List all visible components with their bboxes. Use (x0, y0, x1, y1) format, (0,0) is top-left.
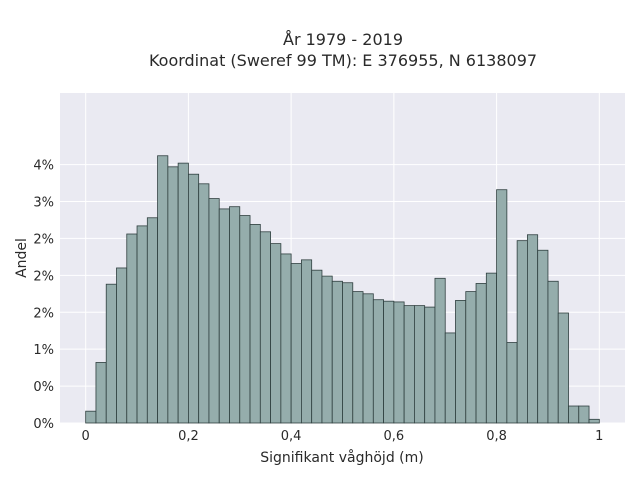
y-axis-label: Andel (14, 238, 30, 278)
histogram-bar-30 (393, 301, 405, 424)
y-tick-label-2: 1% (33, 343, 54, 358)
histogram-bar-48 (578, 405, 590, 424)
histogram-bar-26 (352, 291, 364, 424)
histogram-bar-3 (116, 267, 128, 424)
histogram-bar-25 (342, 282, 354, 424)
histogram-bar-15 (239, 215, 251, 424)
histogram-bar-37 (465, 291, 477, 424)
histogram-bar-29 (383, 300, 395, 424)
histogram-bar-10 (188, 173, 200, 424)
histogram-bar-13 (218, 208, 230, 424)
histogram-bar-7 (157, 155, 169, 424)
histogram-bar-12 (208, 198, 220, 424)
y-tick-label-5: 2% (33, 232, 54, 247)
histogram-bar-0 (85, 410, 97, 424)
histogram-bar-40 (496, 189, 508, 424)
y-tick-label-7: 4% (33, 159, 54, 174)
histogram-bar-32 (414, 305, 426, 424)
histogram-bar-5 (136, 225, 148, 424)
histogram-bar-39 (485, 272, 497, 424)
histogram-bar-45 (547, 280, 559, 424)
histogram-bar-17 (259, 231, 271, 424)
histogram-bar-38 (475, 283, 487, 424)
x-tick-label-0: 0 (82, 429, 90, 444)
histogram-bar-41 (506, 342, 518, 424)
histogram-bars (85, 155, 600, 424)
y-tick-label-0: 0% (33, 417, 54, 432)
histogram-bar-46 (557, 312, 569, 424)
x-tick-label-4: 0,8 (486, 429, 507, 444)
x-tick-label-1: 0,2 (178, 429, 199, 444)
histogram-bar-22 (311, 269, 323, 424)
histogram-bar-31 (403, 305, 415, 424)
x-tick-label-2: 0,4 (281, 429, 302, 444)
histogram-bar-27 (362, 293, 374, 424)
histogram-bar-47 (568, 405, 580, 424)
histogram-bar-1 (95, 362, 107, 424)
histogram-bar-2 (105, 283, 117, 424)
histogram-bar-20 (290, 263, 302, 424)
histogram-bar-42 (516, 240, 528, 424)
chart-title-line-1: År 1979 - 2019 (283, 30, 403, 49)
histogram-bar-28 (372, 299, 384, 424)
y-tick-label-4: 2% (33, 269, 54, 284)
y-axis-ticks: 0% 0% 1% 2% 2% 2% 3% 4% (33, 159, 54, 432)
histogram-bar-6 (146, 217, 158, 424)
histogram-bar-35 (444, 332, 456, 424)
histogram-bar-21 (301, 259, 313, 424)
y-tick-label-6: 3% (33, 196, 54, 211)
chart-title-line-2: Koordinat (Sweref 99 TM): E 376955, N 61… (149, 51, 537, 70)
histogram-bar-36 (455, 300, 467, 424)
histogram-bar-34 (434, 277, 446, 424)
histogram-bar-33 (424, 306, 436, 424)
y-tick-label-1: 0% (33, 380, 54, 395)
histogram-bar-18 (270, 243, 282, 424)
y-tick-label-3: 2% (33, 306, 54, 321)
histogram-bar-23 (321, 275, 333, 424)
x-axis-label: Signifikant våghöjd (m) (260, 449, 423, 466)
histogram-bar-49 (588, 418, 600, 424)
x-axis-ticks: 0 0,2 0,4 0,6 0,8 1 (82, 429, 604, 444)
histogram-bar-19 (280, 253, 292, 424)
x-tick-label-3: 0,6 (384, 429, 405, 444)
histogram-bar-24 (331, 280, 343, 424)
histogram-bar-16 (249, 224, 261, 424)
histogram-bar-11 (198, 183, 210, 424)
histogram-bar-43 (527, 234, 539, 424)
histogram-bar-44 (537, 249, 549, 424)
histogram-bar-8 (167, 166, 179, 424)
histogram-bar-9 (177, 162, 189, 424)
histogram-bar-14 (229, 206, 241, 424)
histogram-bar-4 (126, 233, 138, 424)
x-tick-label-5: 1 (595, 429, 603, 444)
